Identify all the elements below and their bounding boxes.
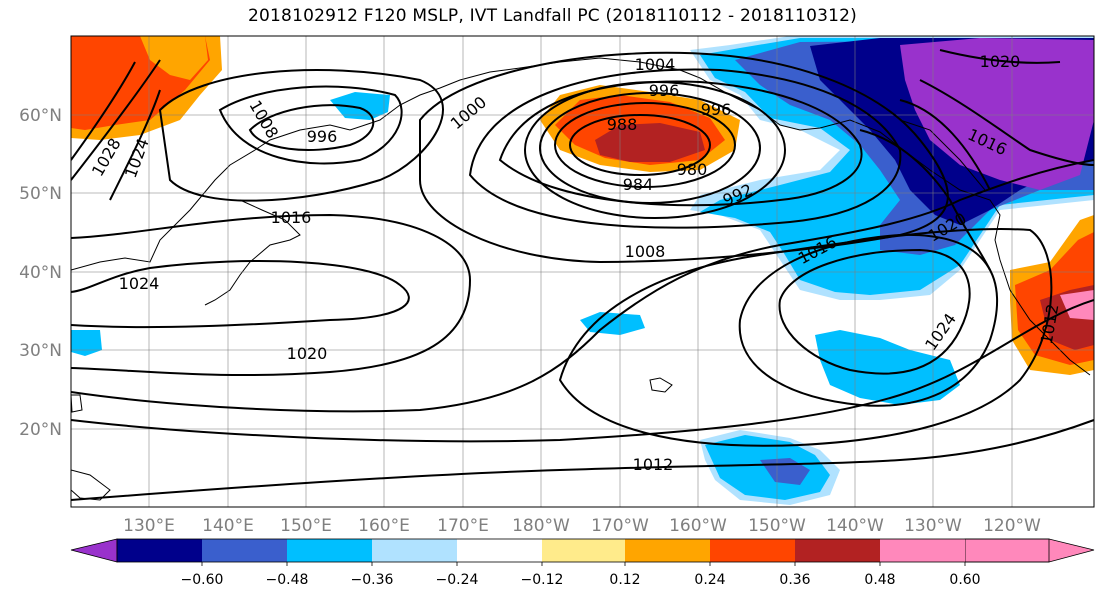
- lat-tick-label: 50°N: [19, 184, 62, 204]
- isobar-label: 980: [677, 160, 708, 179]
- colorbar-segment: [457, 539, 542, 562]
- lon-axis: 130°E 140°E 150°E 160°E 170°E 180°W 170°…: [123, 516, 1041, 536]
- colorbar-extend-min: [70, 538, 118, 563]
- colorbar-tick-label: 0.24: [694, 572, 725, 588]
- lat-tick-label: 40°N: [19, 263, 62, 283]
- lon-tick-label: 160°E: [358, 516, 410, 536]
- isobar-label: 996: [307, 127, 338, 146]
- lon-tick-label: 170°W: [591, 516, 649, 536]
- isobar-label: 996: [649, 81, 680, 100]
- colorbar-segment: [625, 539, 710, 562]
- lat-axis: 20°N 30°N 40°N 50°N 60°N: [19, 106, 62, 440]
- colorbar-segment: [117, 539, 202, 562]
- lon-tick-label: 150°E: [280, 516, 332, 536]
- lon-tick-label: 140°E: [202, 516, 254, 536]
- colorbar-segment: [710, 539, 795, 562]
- lat-tick-label: 60°N: [19, 106, 62, 126]
- lat-tick-label: 20°N: [19, 420, 62, 440]
- lon-tick-label: 150°W: [748, 516, 806, 536]
- lon-tick-label: 130°E: [123, 516, 175, 536]
- colorbar-segment: [287, 539, 372, 562]
- colorbar-segment: [795, 539, 880, 562]
- lon-tick-label: 170°E: [437, 516, 489, 536]
- isobar-label: 996: [701, 100, 732, 119]
- colorbar-segment: [202, 539, 287, 562]
- lon-tick-label: 180°W: [512, 516, 570, 536]
- colorbar-segment: [372, 539, 457, 562]
- map-title: 2018102912 F120 MSLP, IVT Landfall PC (2…: [248, 6, 857, 26]
- ivt-shading: [71, 36, 1094, 505]
- isobar-label: 984: [623, 175, 654, 194]
- colorbar: −0.60 −0.48 −0.36 −0.24 −0.12 0.12 0.24 …: [70, 538, 1095, 588]
- isobar-label: 1020: [287, 344, 328, 363]
- isobar-label: 1004: [635, 55, 676, 74]
- isobar-label: 988: [607, 115, 638, 134]
- isobar-label: 1008: [625, 242, 666, 261]
- colorbar-extend-max: [964, 538, 1095, 563]
- colorbar-tick-label: −0.48: [266, 572, 309, 588]
- lon-tick-label: 120°W: [983, 516, 1041, 536]
- lon-tick-label: 140°W: [826, 516, 884, 536]
- isobar-label: 1012: [633, 455, 674, 474]
- colorbar-tick-label: −0.12: [521, 572, 564, 588]
- isobars: [71, 49, 1094, 501]
- colorbar-tick-label: −0.24: [436, 572, 479, 588]
- isobar-low-center: [569, 114, 711, 176]
- isobar-label: 1024: [119, 274, 160, 293]
- colorbar-tick-label: 0.48: [864, 572, 895, 588]
- colorbar-tick-label: 0.60: [949, 572, 980, 588]
- colorbar-tick-label: −0.60: [181, 572, 224, 588]
- lat-tick-label: 30°N: [19, 341, 62, 361]
- colorbar-segment: [880, 539, 965, 562]
- colorbar-ticks: [201, 562, 966, 566]
- isobar-label: 1016: [271, 208, 312, 227]
- lon-tick-label: 160°W: [669, 516, 727, 536]
- lon-tick-label: 130°W: [904, 516, 962, 536]
- colorbar-segment: [542, 539, 625, 562]
- colorbar-tick-label: −0.36: [351, 572, 394, 588]
- colorbar-tick-label: 0.12: [609, 572, 640, 588]
- map-frame: [70, 35, 1095, 508]
- colorbar-tick-label: 0.36: [779, 572, 810, 588]
- isobar-label: 1020: [980, 52, 1021, 71]
